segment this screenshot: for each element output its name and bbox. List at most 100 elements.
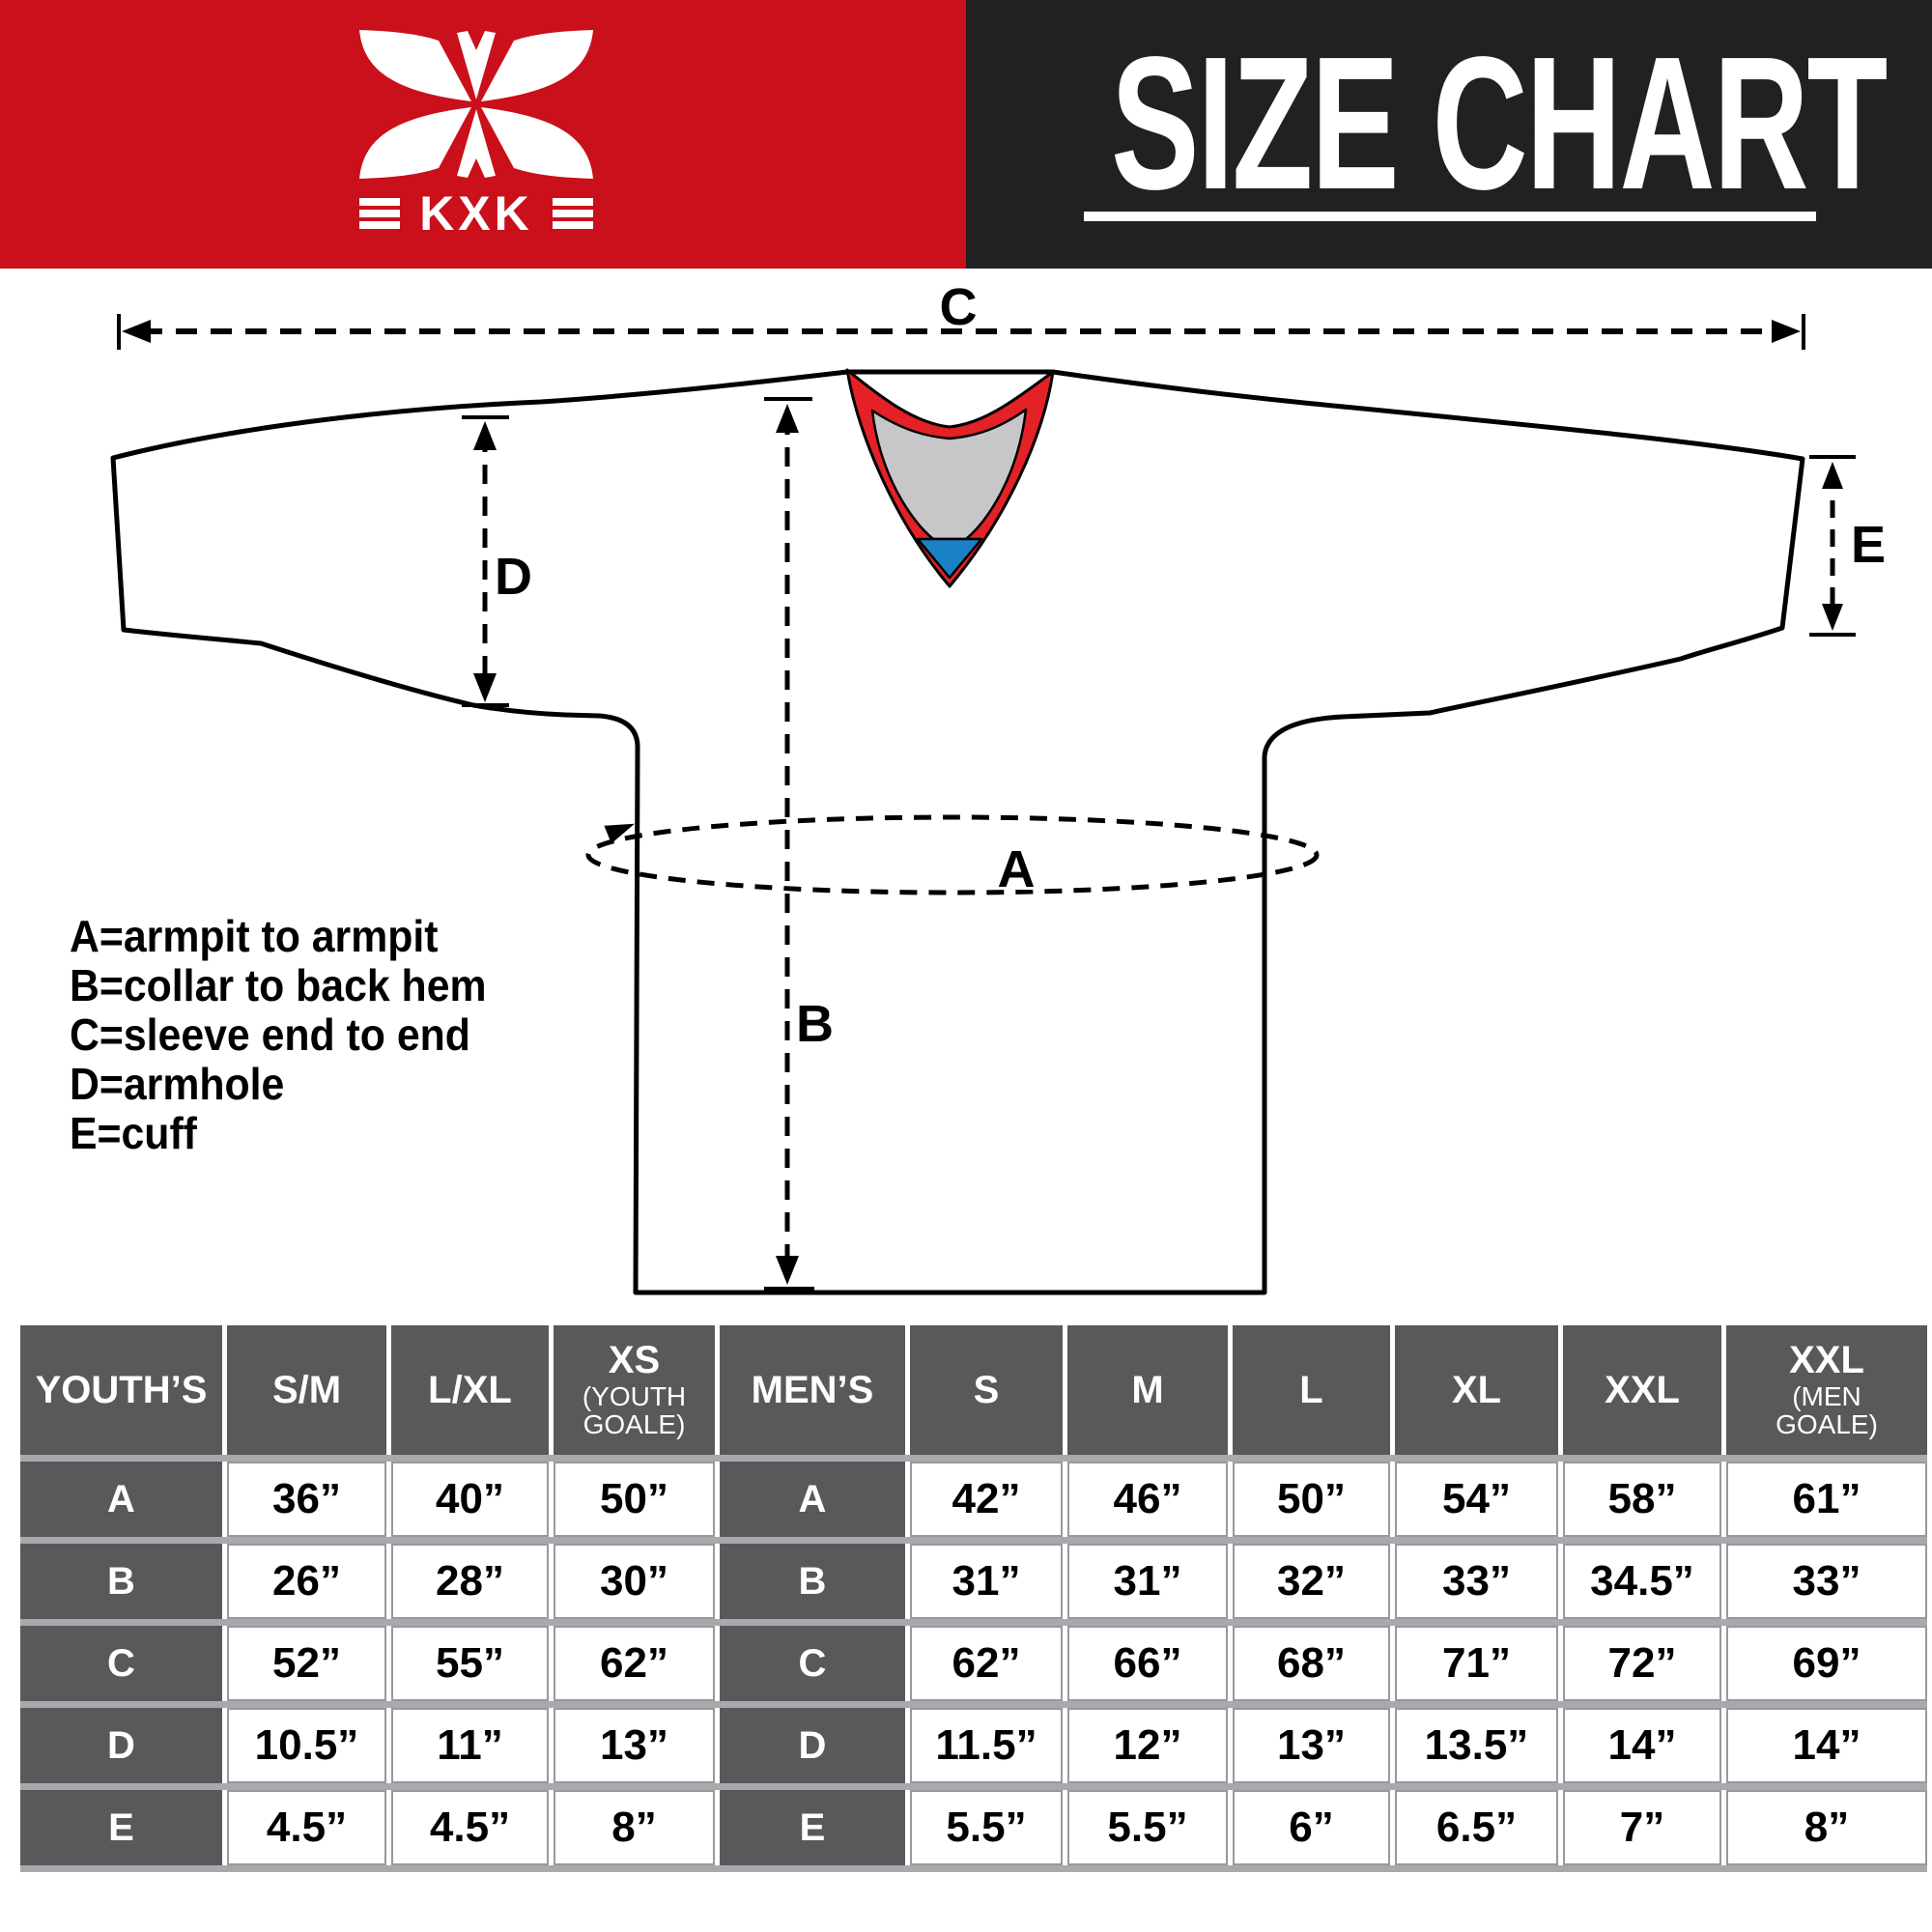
men-e-xxl: 7”	[1563, 1790, 1721, 1865]
col-header-mens: MEN’S	[720, 1325, 905, 1455]
measurement-legend: A=armpit to armpit B=collar to back hem …	[70, 912, 487, 1158]
legend-item-e: E=cuff	[70, 1108, 197, 1158]
men-b-l: 32”	[1233, 1544, 1390, 1619]
row-separator	[20, 1783, 1927, 1790]
men-c-s: 62”	[910, 1626, 1063, 1701]
men-d-m: 12”	[1067, 1708, 1228, 1783]
label-e: E	[1851, 516, 1886, 574]
men-d-l: 13”	[1233, 1708, 1390, 1783]
label-a: A	[998, 840, 1036, 898]
table-header-row: YOUTH’S S/M L/XL XS (YOUTH GOALE) MEN’S S…	[20, 1325, 1927, 1455]
row-label: A	[20, 1462, 222, 1537]
youth-d-sm: 10.5”	[227, 1708, 386, 1783]
legend-item-b: B=collar to back hem	[70, 960, 487, 1010]
table-bottom-border	[20, 1865, 1927, 1872]
men-e-xxlg: 8”	[1726, 1790, 1927, 1865]
men-b-s: 31”	[910, 1544, 1063, 1619]
measure-arrow-b	[764, 397, 814, 1291]
collar-blue-triangle	[916, 537, 983, 580]
men-d-xxl: 14”	[1563, 1708, 1721, 1783]
youth-e-lxl: 4.5”	[391, 1790, 549, 1865]
col-header-sm: S/M	[227, 1325, 386, 1455]
row-label: E	[20, 1790, 222, 1865]
men-c-xxlg: 69”	[1726, 1626, 1927, 1701]
youth-d-lxl: 11”	[391, 1708, 549, 1783]
col-header-m: M	[1067, 1325, 1228, 1455]
youth-c-xs: 62”	[554, 1626, 715, 1701]
row-label: D	[20, 1708, 222, 1783]
men-d-s: 11.5”	[910, 1708, 1063, 1783]
logo-wordmark: KXK	[419, 186, 533, 241]
header-red-panel: KXK	[0, 0, 966, 269]
col-header-l: L	[1233, 1325, 1390, 1455]
men-b-xxl: 34.5”	[1563, 1544, 1721, 1619]
men-a-xxlg: 61”	[1726, 1462, 1927, 1537]
table-row-d: D 10.5” 11” 13” D 11.5” 12” 13” 13.5” 14…	[20, 1708, 1927, 1783]
youth-c-lxl: 55”	[391, 1626, 549, 1701]
kxk-logo: KXK	[359, 30, 593, 241]
men-e-m: 5.5”	[1067, 1790, 1228, 1865]
row-label: D	[720, 1708, 905, 1783]
row-label: C	[720, 1626, 905, 1701]
row-separator	[20, 1537, 1927, 1544]
men-b-m: 31”	[1067, 1544, 1228, 1619]
youth-b-lxl: 28”	[391, 1544, 549, 1619]
men-e-xl: 6.5”	[1395, 1790, 1558, 1865]
measure-arrow-e	[1809, 455, 1856, 637]
legend-item-c: C=sleeve end to end	[70, 1009, 470, 1060]
logo-bars-left	[359, 198, 400, 229]
size-table: YOUTH’S S/M L/XL XS (YOUTH GOALE) MEN’S S…	[20, 1325, 1927, 1872]
table-row-a: A 36” 40” 50” A 42” 46” 50” 54” 58” 61”	[20, 1462, 1927, 1537]
title-underline	[1084, 212, 1816, 221]
col-header-xl: XL	[1395, 1325, 1558, 1455]
legend-item-d: D=armhole	[70, 1059, 285, 1109]
measure-arrow-d	[462, 415, 509, 707]
col-header-s: S	[910, 1325, 1063, 1455]
label-d: D	[495, 548, 532, 606]
measure-arrow-c	[117, 314, 1805, 350]
logo-fan-top-spike	[457, 31, 496, 99]
men-e-s: 5.5”	[910, 1790, 1063, 1865]
collar-gray-inset	[870, 408, 1028, 541]
row-label: B	[720, 1544, 905, 1619]
logo-fan-top-right-blade	[481, 30, 593, 101]
men-a-l: 50”	[1233, 1462, 1390, 1537]
men-d-xl: 13.5”	[1395, 1708, 1558, 1783]
col-header-lxl: L/XL	[391, 1325, 549, 1455]
measure-ellipse-a	[585, 814, 1320, 895]
table-row-c: C 52” 55” 62” C 62” 66” 68” 71” 72” 69”	[20, 1626, 1927, 1701]
label-c: C	[940, 278, 978, 336]
youth-d-xs: 13”	[554, 1708, 715, 1783]
men-a-xxl: 58”	[1563, 1462, 1721, 1537]
logo-bars-right	[553, 198, 593, 229]
row-separator	[20, 1455, 1927, 1462]
youth-a-sm: 36”	[227, 1462, 386, 1537]
jersey-measurement-diagram: C D B E	[110, 278, 1886, 1295]
page-title: SIZE CHART	[1111, 17, 1888, 229]
col-header-xs-youth-goalie: XS (YOUTH GOALE)	[554, 1325, 715, 1455]
men-c-xl: 71”	[1395, 1626, 1558, 1701]
row-label: A	[720, 1462, 905, 1537]
label-b: B	[796, 995, 834, 1053]
youth-a-lxl: 40”	[391, 1462, 549, 1537]
men-b-xl: 33”	[1395, 1544, 1558, 1619]
men-a-xl: 54”	[1395, 1462, 1558, 1537]
row-separator	[20, 1701, 1927, 1708]
header-dark-panel: SIZE CHART	[966, 0, 1932, 269]
logo-fan-top-left-blade	[359, 30, 471, 101]
youth-e-sm: 4.5”	[227, 1790, 386, 1865]
youth-c-sm: 52”	[227, 1626, 386, 1701]
men-a-m: 46”	[1067, 1462, 1228, 1537]
men-d-xxlg: 14”	[1726, 1708, 1927, 1783]
row-label: E	[720, 1790, 905, 1865]
men-c-m: 66”	[1067, 1626, 1228, 1701]
men-c-l: 68”	[1233, 1626, 1390, 1701]
youth-e-xs: 8”	[554, 1790, 715, 1865]
row-label: B	[20, 1544, 222, 1619]
youth-b-sm: 26”	[227, 1544, 386, 1619]
col-header-youths: YOUTH’S	[20, 1325, 222, 1455]
men-e-l: 6”	[1233, 1790, 1390, 1865]
row-label: C	[20, 1626, 222, 1701]
men-b-xxlg: 33”	[1726, 1544, 1927, 1619]
